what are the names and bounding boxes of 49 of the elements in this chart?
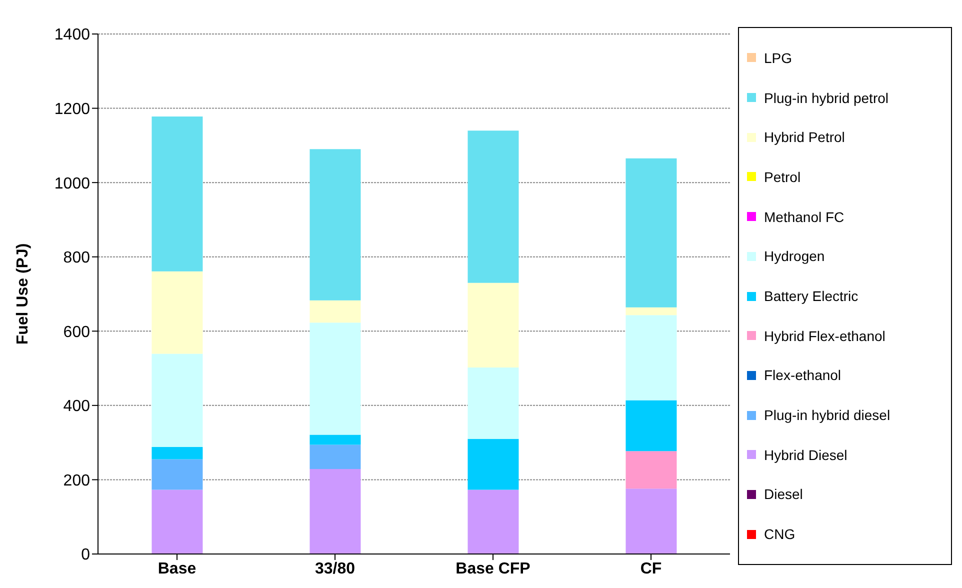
legend-label: Battery Electric	[764, 288, 858, 304]
legend-label: Hydrogen	[764, 248, 825, 264]
legend-label: Diesel	[764, 486, 803, 502]
bar	[310, 300, 361, 323]
bar	[152, 354, 203, 448]
y-tick-label: 1000	[54, 175, 90, 192]
x-tick-label: Base	[158, 560, 196, 578]
y-tick-label: 200	[63, 472, 90, 490]
x-tick-label: CF	[640, 560, 662, 578]
bar	[626, 488, 677, 554]
bar	[152, 490, 203, 554]
y-tick-label: 800	[63, 250, 90, 267]
bar	[626, 158, 677, 308]
legend-label: LPG	[764, 50, 792, 66]
bar	[626, 307, 677, 316]
bar	[468, 438, 519, 490]
legend-label: CNG	[764, 526, 796, 542]
bar	[626, 315, 677, 400]
y-tick-label: 1200	[54, 100, 90, 118]
y-tick-label: 600	[63, 324, 90, 341]
bar	[152, 271, 203, 354]
y-tick-label: 0	[81, 546, 90, 564]
legend-label: Hybrid Diesel	[764, 446, 848, 463]
legend-label: Methanol FC	[764, 208, 844, 225]
bar	[152, 116, 203, 272]
bar	[310, 468, 361, 554]
legend-label: Petrol	[764, 168, 801, 185]
bar	[626, 451, 677, 489]
y-tick-label: 1400	[54, 26, 90, 44]
y-tick-label: 400	[63, 398, 90, 416]
bar	[310, 322, 361, 435]
legend-label: Plug-in hybrid diesel	[764, 407, 890, 424]
bar	[310, 434, 361, 445]
bar	[626, 400, 677, 452]
x-tick-label: Base CFP	[456, 560, 531, 578]
bar	[152, 459, 203, 490]
bar	[468, 130, 519, 283]
legend-label: Plug-in hybrid petrol	[764, 90, 889, 106]
legend-label: Flex-ethanol	[764, 367, 842, 384]
bar	[468, 368, 519, 439]
bar	[468, 282, 519, 368]
y-axis-title: Fuel Use (PJ)	[14, 243, 32, 345]
bar	[310, 444, 361, 469]
bar	[468, 490, 519, 554]
legend-label: Hybrid Flex-ethanol	[764, 328, 886, 344]
bar	[152, 447, 203, 460]
bar	[310, 149, 361, 300]
legend-label: Hybrid Petrol	[764, 129, 845, 146]
x-tick-label: 33/80	[314, 560, 356, 578]
